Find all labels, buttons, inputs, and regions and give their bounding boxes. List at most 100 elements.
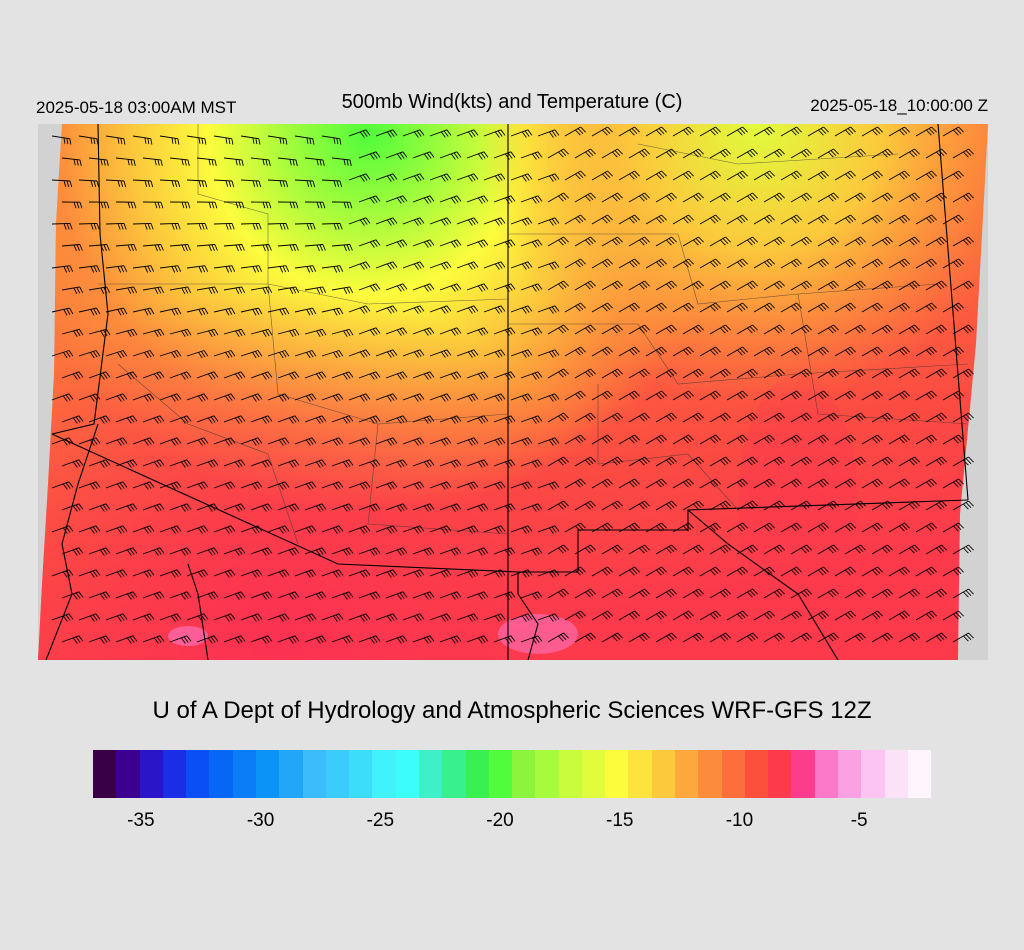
wind-barb [169, 244, 191, 252]
wind-barb [159, 437, 182, 446]
wind-barb [169, 591, 192, 600]
wind-barb [321, 307, 344, 316]
wind-barb [709, 500, 731, 511]
wind-barb [61, 415, 84, 424]
wind-barb [736, 236, 758, 247]
wind-barb [483, 569, 506, 578]
wind-barb [520, 283, 543, 292]
wind-barb [699, 566, 721, 577]
wind-barb [699, 170, 721, 181]
wind-barb [61, 328, 84, 337]
wind-barb [942, 610, 964, 621]
wind-barb [574, 544, 596, 555]
wind-barb [186, 481, 209, 490]
wind-barb [790, 148, 812, 159]
wind-barb [682, 588, 704, 599]
wind-barb [591, 434, 613, 445]
colorbar-swatch [442, 750, 466, 798]
wind-barb [223, 371, 246, 380]
wind-barb [898, 632, 920, 643]
wind-barb [159, 569, 182, 578]
wind-barb [132, 569, 155, 578]
wind-barb [709, 324, 731, 335]
wind-barb [186, 350, 209, 359]
wind-barb [250, 371, 273, 380]
wind-barb [321, 179, 343, 188]
wind-barb [358, 547, 381, 556]
wind-barb [223, 591, 246, 600]
wind-barb [871, 280, 893, 291]
wind-barb [807, 302, 829, 313]
wind-barb [510, 261, 533, 270]
wind-barb [574, 456, 596, 467]
colorbar-swatch [838, 750, 862, 798]
wind-barb [925, 368, 947, 379]
wind-barb [483, 129, 506, 138]
wind-barb [412, 371, 435, 380]
wind-barb [358, 195, 381, 204]
wind-barb [682, 192, 704, 203]
wind-barb [915, 478, 937, 489]
wind-barb [817, 236, 839, 247]
wind-barb [159, 265, 182, 273]
wind-barb [385, 239, 408, 248]
wind-barb [196, 591, 219, 600]
wind-barb [672, 390, 694, 401]
wind-barb [574, 588, 596, 599]
wind-barb [493, 195, 516, 204]
wind-barb [159, 307, 182, 316]
wind-barb [186, 265, 209, 273]
wind-barb [142, 635, 165, 644]
wind-barb [51, 393, 74, 402]
wind-barb [753, 346, 775, 357]
wind-barb [537, 613, 560, 622]
wind-barb [321, 525, 344, 534]
wind-barb [591, 346, 613, 357]
wind-barb [807, 214, 829, 225]
wind-barb [925, 456, 947, 467]
wind-barb [915, 302, 937, 313]
wind-barb [682, 236, 704, 247]
wind-barb [375, 129, 398, 138]
wind-barb [375, 481, 398, 490]
wind-barb [763, 368, 785, 379]
wind-barb [456, 261, 479, 270]
plot-title: 500mb Wind(kts) and Temperature (C) [341, 91, 683, 113]
wind-barb [672, 346, 694, 357]
wind-barb [763, 544, 785, 555]
wind-barb [61, 201, 83, 209]
wind-barb [618, 170, 640, 181]
wind-barb [304, 201, 326, 209]
wind-barb [105, 613, 128, 622]
wind-barb [412, 503, 435, 512]
wind-barb [547, 632, 569, 643]
wind-barb [817, 280, 839, 291]
wind-barb [763, 148, 785, 159]
wind-barb [726, 346, 748, 357]
wind-barb [115, 286, 138, 295]
wind-barb [115, 201, 137, 209]
wind-barb [753, 434, 775, 445]
wind-barb [159, 135, 180, 145]
wind-barb [78, 179, 100, 188]
wind-barb [547, 192, 569, 203]
wind-barb [375, 305, 398, 314]
wind-barb [169, 371, 192, 380]
wind-barb [115, 459, 138, 468]
wind-barb [736, 192, 758, 203]
wind-barb [429, 437, 452, 446]
wind-barb [358, 327, 381, 336]
wind-barb [250, 415, 273, 424]
wind-barb [807, 610, 829, 621]
wind-barb [888, 126, 910, 137]
wind-barb [88, 415, 111, 424]
wind-barb [672, 258, 694, 269]
wind-barb [483, 525, 506, 534]
wind-barb [672, 434, 694, 445]
wind-barb [699, 214, 721, 225]
colorbar-swatch [884, 750, 908, 798]
wind-barb [375, 261, 398, 270]
wind-barb [898, 544, 920, 555]
wind-barb [429, 569, 452, 578]
wind-barb [169, 503, 192, 512]
